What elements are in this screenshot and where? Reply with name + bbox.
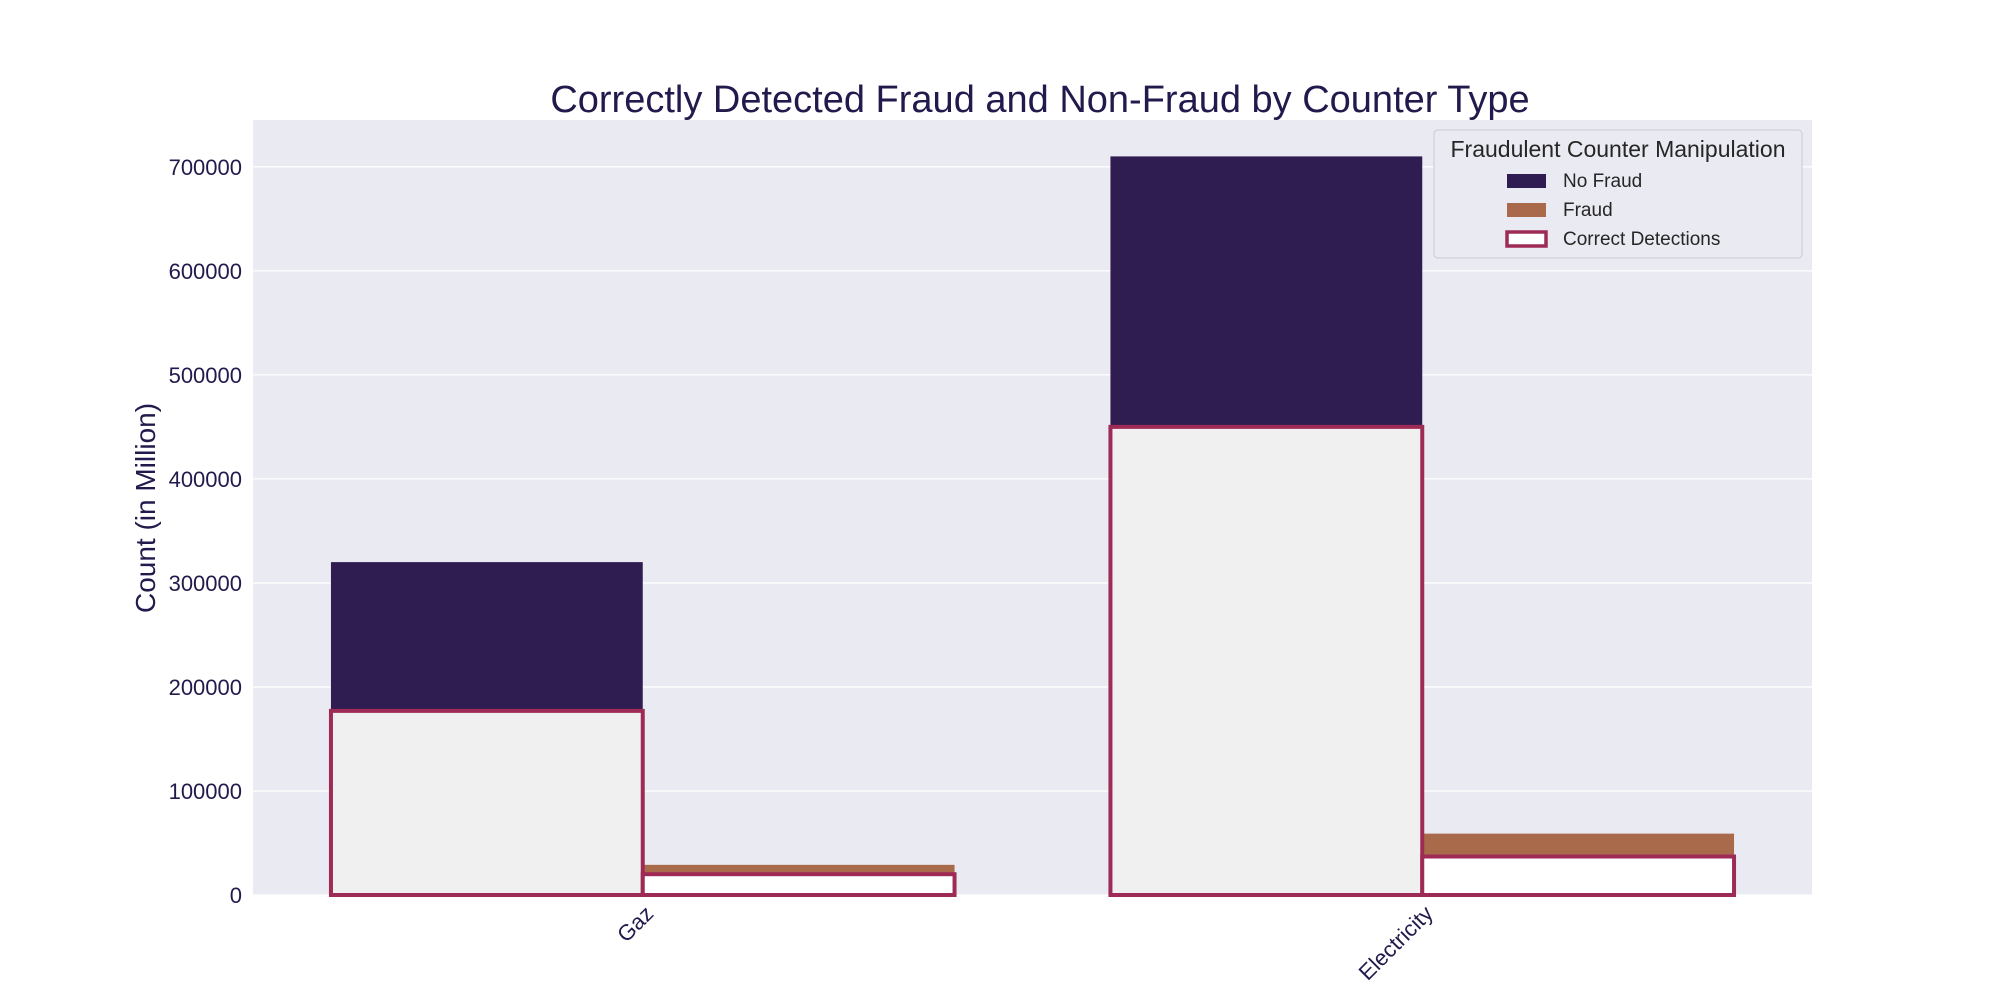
correct-detection-bar-no-fraud-electricity — [1108, 424, 1425, 897]
correct-detection-bar-fraud-gaz — [640, 872, 957, 898]
legend-title: Fraudulent Counter Manipulation — [1451, 136, 1786, 162]
y-tick-label: 600000 — [169, 259, 242, 284]
y-tick-labels: 0 100000 200000 300000 400000 500000 600000 700… — [169, 155, 242, 908]
y-tick-label: 100000 — [169, 779, 242, 804]
legend-swatch-no-fraud — [1507, 174, 1546, 188]
x-tick-label: Electricity — [1354, 901, 1438, 985]
legend-label-no-fraud: No Fraud — [1563, 171, 1642, 192]
y-tick-label: 0 — [230, 883, 242, 908]
y-tick-label: 200000 — [169, 675, 242, 700]
y-tick-label: 300000 — [169, 571, 242, 596]
legend-label-fraud: Fraud — [1563, 200, 1613, 221]
legend-swatch-correct-detections — [1505, 230, 1548, 248]
legend-swatch-fraud — [1507, 203, 1546, 217]
correct-detection-bar-fraud-electricity — [1420, 854, 1737, 898]
correct-detection-bars — [328, 424, 1737, 898]
y-tick-label: 400000 — [169, 467, 242, 492]
correct-detection-bar-no-fraud-gaz — [328, 708, 645, 898]
chart-title: Correctly Detected Fraud and Non-Fraud b… — [550, 79, 1529, 121]
y-tick-label: 700000 — [169, 155, 242, 180]
legend: Fraudulent Counter Manipulation No Fraud… — [1433, 129, 1803, 259]
legend-box — [1433, 129, 1803, 259]
x-tick-labels: Gaz Electricity — [612, 901, 1438, 985]
y-tick-label: 500000 — [169, 363, 242, 388]
y-axis-label: Count (in Million) — [130, 403, 161, 613]
legend-label-correct-detections: Correct Detections — [1563, 229, 1720, 250]
x-tick-label: Gaz — [612, 901, 658, 947]
